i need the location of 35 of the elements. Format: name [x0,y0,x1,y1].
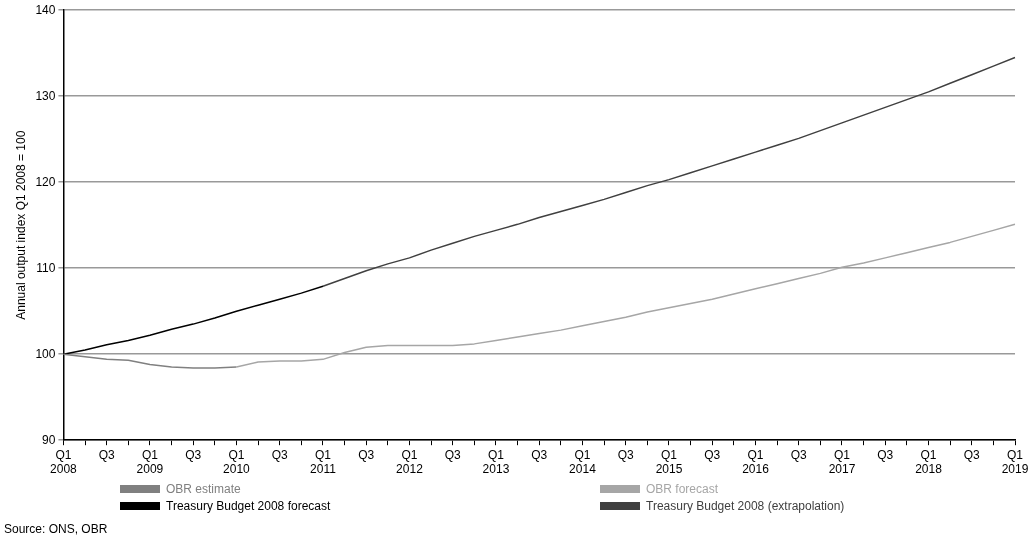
x-tick-label: Q3 [271,447,289,462]
legend-label: OBR estimate [166,482,241,496]
x-tick-label: Q3 [531,447,548,462]
x-tick-label: Q1 2019 [1001,447,1029,477]
x-tick-label: Q3 [185,447,202,462]
legend-label: OBR forecast [646,482,719,496]
x-tick-label: Q1 2008 [50,447,78,477]
source-note: Source: ONS, OBR [4,522,108,536]
y-tick-label: 130 [35,88,56,103]
x-tick-label: Q1 2016 [742,447,770,477]
x-tick-label: Q1 2009 [136,447,164,477]
y-tick-label: 120 [35,174,56,189]
y-tick-label: 90 [42,432,56,447]
y-tick-label: 140 [35,2,56,17]
x-tick-label: Q3 [877,447,894,462]
x-tick-label: Q3 [963,447,981,462]
x-tick-label: Q3 [704,447,721,462]
x-tick-label: Q1 2014 [569,447,597,477]
y-tick-label: 110 [36,260,56,275]
x-tick-label: Q1 2010 [223,447,251,477]
legend-label: Treasury Budget 2008 (extrapolation) [646,499,845,513]
x-tick-label: Q1 2011 [310,447,337,477]
x-tick-label: Q3 [617,447,635,462]
x-tick-label: Q1 2012 [396,447,424,477]
legend-label: Treasury Budget 2008 forecast [166,499,331,513]
x-tick-label: Q1 2018 [915,447,943,477]
x-tick-label: Q1 2015 [655,447,683,477]
x-tick-label: Q1 2013 [482,447,510,477]
x-tick-label: Q3 [790,447,808,462]
x-tick-label: Q1 2017 [828,447,856,477]
x-tick-label: Q3 [444,447,462,462]
x-tick-label: Q3 [358,447,375,462]
y-axis-title: Annual output index Q1 2008 = 100 [13,130,28,320]
y-tick-label: 100 [35,346,56,361]
x-tick-label: Q3 [98,447,115,462]
